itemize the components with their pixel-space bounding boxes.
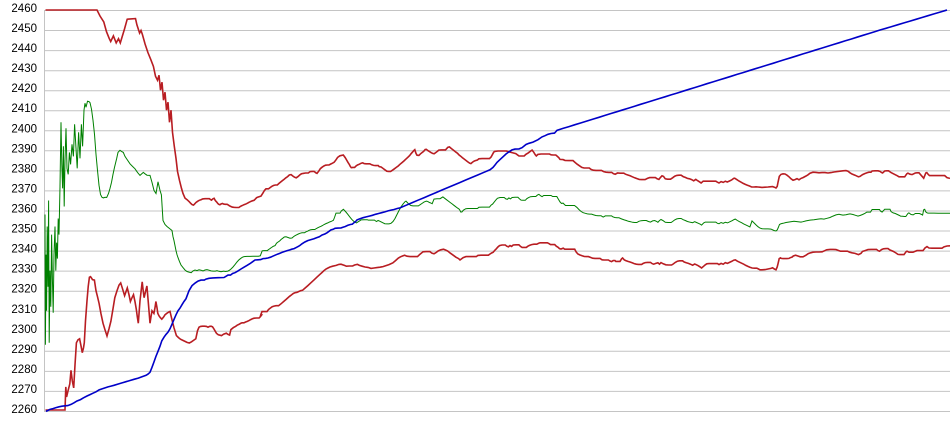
svg-text:2390: 2390 <box>11 143 37 155</box>
svg-text:2350: 2350 <box>11 224 37 236</box>
svg-text:2310: 2310 <box>11 304 37 316</box>
svg-text:2330: 2330 <box>11 264 37 276</box>
svg-text:2360: 2360 <box>11 204 37 216</box>
svg-text:2450: 2450 <box>11 23 37 35</box>
svg-text:2460: 2460 <box>11 3 37 15</box>
svg-text:2370: 2370 <box>11 183 37 195</box>
svg-text:2300: 2300 <box>11 324 37 336</box>
svg-text:2340: 2340 <box>11 244 37 256</box>
svg-text:2420: 2420 <box>11 83 37 95</box>
svg-text:2280: 2280 <box>11 364 37 376</box>
svg-text:2270: 2270 <box>11 384 37 396</box>
svg-text:2440: 2440 <box>11 43 37 55</box>
svg-text:2290: 2290 <box>11 344 37 356</box>
svg-text:2260: 2260 <box>11 404 37 416</box>
svg-text:2380: 2380 <box>11 163 37 175</box>
svg-text:2320: 2320 <box>11 284 37 296</box>
svg-text:2410: 2410 <box>11 103 37 115</box>
svg-text:2430: 2430 <box>11 63 37 75</box>
svg-text:2400: 2400 <box>11 123 37 135</box>
